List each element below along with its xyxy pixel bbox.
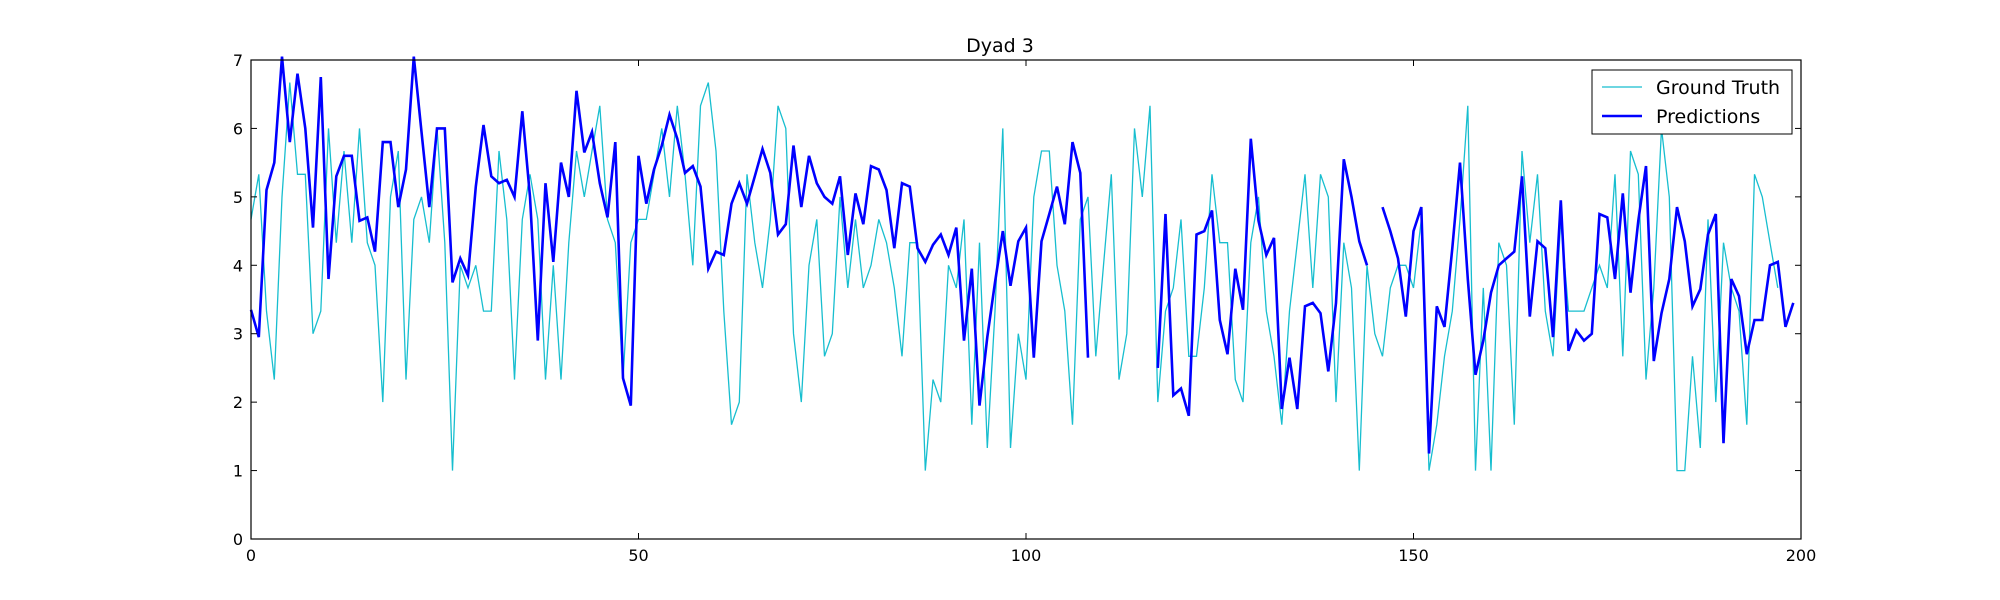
y-tick-label: 4 [233, 256, 243, 275]
y-tick-label: 5 [233, 188, 243, 207]
x-tick-label: 50 [628, 546, 648, 565]
legend-label: Ground Truth [1656, 77, 1780, 99]
y-tick-label: 2 [233, 393, 243, 412]
legend-label: Predictions [1656, 106, 1760, 128]
y-tick-label: 0 [233, 530, 243, 549]
x-tick-label: 0 [246, 546, 256, 565]
y-tick-label: 6 [233, 119, 243, 138]
x-tick-label: 150 [1398, 546, 1429, 565]
chart-title: Dyad 3 [966, 35, 1034, 57]
x-tick-label: 100 [1011, 546, 1042, 565]
series-line-ground-truth [250, 82, 1779, 472]
legend-box [1591, 69, 1793, 135]
plot-lines [249, 56, 1795, 472]
axis-ticks: 0 50 100 150 200 0 1 2 3 4 5 6 7 [233, 51, 1816, 565]
y-tick-label: 3 [233, 325, 243, 344]
y-tick-label: 1 [233, 462, 243, 481]
y-tick-label: 7 [233, 51, 243, 70]
legend: Ground Truth Predictions [1591, 69, 1793, 135]
x-tick-label: 200 [1786, 546, 1817, 565]
series-line-predictions [249, 56, 1795, 454]
